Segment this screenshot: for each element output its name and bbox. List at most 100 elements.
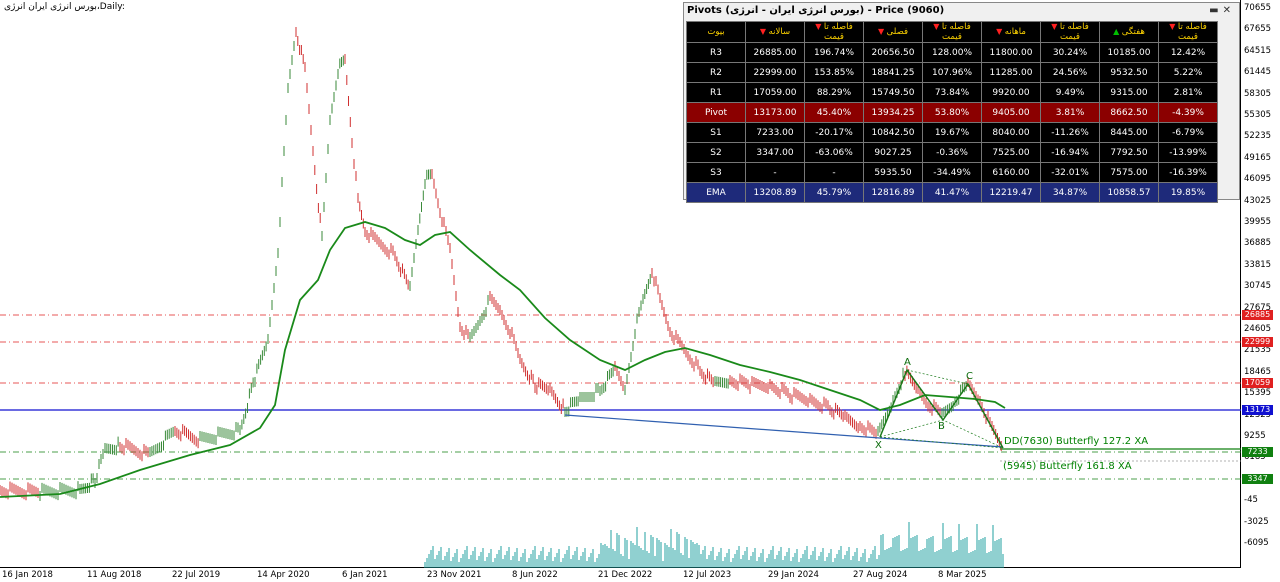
time-tick: 12 Jul 2023 — [683, 570, 732, 580]
row-label: EMA — [686, 182, 746, 203]
pivot-cell: -34.49% — [922, 162, 982, 183]
pivot-cell: 19.85% — [1158, 182, 1218, 203]
pivot-cell: 15749.50 — [863, 82, 923, 103]
pivot-cell: 10185.00 — [1099, 42, 1159, 63]
pivot-cell: 5.22% — [1158, 62, 1218, 83]
pivot-cell: 22999.00 — [745, 62, 805, 83]
pivot-row-s3: S3- -5935.50 -34.49% 6160.00 -32.01% 7575.00-… — [686, 162, 1218, 183]
symbol-title: بورس انرژی ایران انرژی،Daily: — [4, 2, 125, 12]
time-tick: 27 Aug 2024 — [853, 570, 908, 580]
time-tick: 14 Apr 2020 — [257, 570, 310, 580]
time-axis[interactable]: 16 Jan 2018 11 Aug 2018 22 Jul 2019 14 Apr … — [0, 568, 1241, 582]
price-tick: -45 — [1244, 495, 1258, 506]
pivot-cell: -13.99% — [1158, 142, 1218, 163]
trend-line — [564, 414, 1004, 448]
price-badge: 26885 — [1242, 310, 1273, 320]
pivot-cell: 9532.50 — [1099, 62, 1159, 83]
price-badge: 7233 — [1242, 447, 1273, 457]
price-tick: 55305 — [1244, 110, 1272, 120]
price-tick: 39955 — [1244, 217, 1272, 227]
pivot-cell: 11800.00 — [981, 42, 1041, 63]
price-tick: 43025 — [1244, 195, 1272, 206]
pivot-cell: -6.79% — [1158, 122, 1218, 143]
time-tick: 22 Jul 2019 — [172, 570, 221, 580]
pivots-panel[interactable]: Pivots (بورس انرژی ایران - انرژی) - Pric… — [683, 2, 1240, 203]
row-label: S1 — [686, 122, 746, 143]
pivot-cell: 7792.50 — [1099, 142, 1159, 163]
col-header: ▼ فاصله تا قیمت — [922, 21, 982, 43]
price-badge: 22999 — [1242, 337, 1273, 347]
pivot-cell: 13173.00 — [745, 102, 805, 123]
pivot-cell: 196.74% — [804, 42, 864, 63]
butterfly-guides — [879, 369, 1004, 449]
price-badge: 3347 — [1242, 474, 1273, 484]
pivot-cell: 18841.25 — [863, 62, 923, 83]
pivot-cell: 17059.00 — [745, 82, 805, 103]
pivot-cell: -11.26% — [1040, 122, 1100, 143]
price-tick: -6095 — [1244, 538, 1269, 548]
chart-area[interactable]: بورس انرژی ایران انرژی،Daily: X A B C DD… — [0, 0, 1241, 568]
pivot-row-r2: R2 22999.00 153.85% 18841.25 107.96% 11285.00… — [686, 62, 1218, 83]
price-tick: 27675 — [1244, 302, 1272, 313]
pivot-cell: 9315.00 — [1099, 82, 1159, 103]
pivot-row-ema: EMA 13208.89 45.79% 12816.89 41.47% 12219.47 3… — [686, 182, 1218, 203]
pivot-cell: 12.42% — [1158, 42, 1218, 63]
price-tick: 24605 — [1244, 324, 1272, 334]
triangle-down-icon: ▼ — [759, 27, 769, 36]
pivot-cell: 8662.50 — [1099, 102, 1159, 123]
pattern-label-161: (5945) Butterfly 161.8 XA — [1003, 461, 1132, 472]
pivot-cell: -32.01% — [1040, 162, 1100, 183]
price-tick: 49165 — [1244, 152, 1272, 163]
time-tick: 23 Nov 2021 — [427, 570, 482, 580]
price-badge: 17059 — [1242, 378, 1273, 388]
pivot-cell: 128.00% — [922, 42, 982, 63]
price-tick: 9255 — [1244, 431, 1266, 441]
pivot-cell: 9405.00 — [981, 102, 1041, 123]
pattern-label-127-text: D(7630) Butterfly 127.2 XA — [1011, 436, 1149, 447]
pivot-cell: 34.87% — [1040, 182, 1100, 203]
triangle-down-icon: ▼ — [933, 22, 942, 31]
pattern-point-a: A — [904, 357, 911, 368]
price-tick: 64515 — [1244, 45, 1272, 56]
ema-line — [0, 221, 1006, 498]
pivot-row-pivot: Pivot 13173.00 45.40% 13934.25 53.80% 9405.00… — [686, 102, 1218, 123]
pivot-cell: 11285.00 — [981, 62, 1041, 83]
time-tick: 11 Aug 2018 — [87, 570, 142, 580]
price-tick: 33815 — [1244, 259, 1272, 270]
pivot-cell: 8445.00 — [1099, 122, 1159, 143]
minimize-icon[interactable]: ▬ — [1209, 5, 1223, 16]
price-tick: 15395 — [1244, 388, 1272, 399]
pivot-cell: - — [804, 162, 864, 183]
price-tick: 46095 — [1244, 174, 1272, 185]
pivot-cell: -63.06% — [804, 142, 864, 163]
triangle-down-icon: ▼ — [1051, 22, 1060, 31]
pivot-cell: 107.96% — [922, 62, 982, 83]
row-label: R1 — [686, 82, 746, 103]
pivot-cell: 19.67% — [922, 122, 982, 143]
pivot-cell: 10842.50 — [863, 122, 923, 143]
col-header: بیوت — [686, 21, 746, 43]
price-tick: 58305 — [1244, 88, 1272, 99]
pivot-row-r1: R1 17059.00 88.29% 15749.50 73.84% 9920.00 9.4… — [686, 82, 1218, 103]
pivot-cell: 20656.50 — [863, 42, 923, 63]
price-tick: 61445 — [1244, 67, 1272, 78]
time-tick: 16 Jan 2018 — [2, 570, 53, 580]
price-tick: 21535 — [1244, 345, 1272, 356]
price-axis[interactable]: 70655 67655 64515 61445 58305 55305 52235 49165… — [1241, 0, 1280, 568]
price-tick: 52235 — [1244, 131, 1272, 142]
row-label: Pivot — [686, 102, 746, 123]
pattern-point-c: C — [966, 371, 973, 382]
close-icon[interactable]: ✕ — [1222, 5, 1235, 16]
pivot-cell: 53.80% — [922, 102, 982, 123]
col-header: ▼ سالانه — [745, 21, 805, 43]
pivot-cell: 13208.89 — [745, 182, 805, 203]
col-header: ▼ فاصله تا قیمت — [804, 21, 864, 43]
triangle-down-icon: ▼ — [1169, 22, 1178, 31]
pivot-cell: 9.49% — [1040, 82, 1100, 103]
price-tick: 70655 — [1244, 3, 1272, 13]
price-badge: 13173 — [1242, 405, 1273, 415]
pivot-cell: -20.17% — [804, 122, 864, 143]
pivots-header-row: بیوت ▼ سالانه ▼ فاصله تا قیمت ▼ فصلی ▼ فاصله… — [686, 21, 1218, 43]
row-label: R3 — [686, 42, 746, 63]
pattern-point-x: X — [875, 440, 882, 451]
